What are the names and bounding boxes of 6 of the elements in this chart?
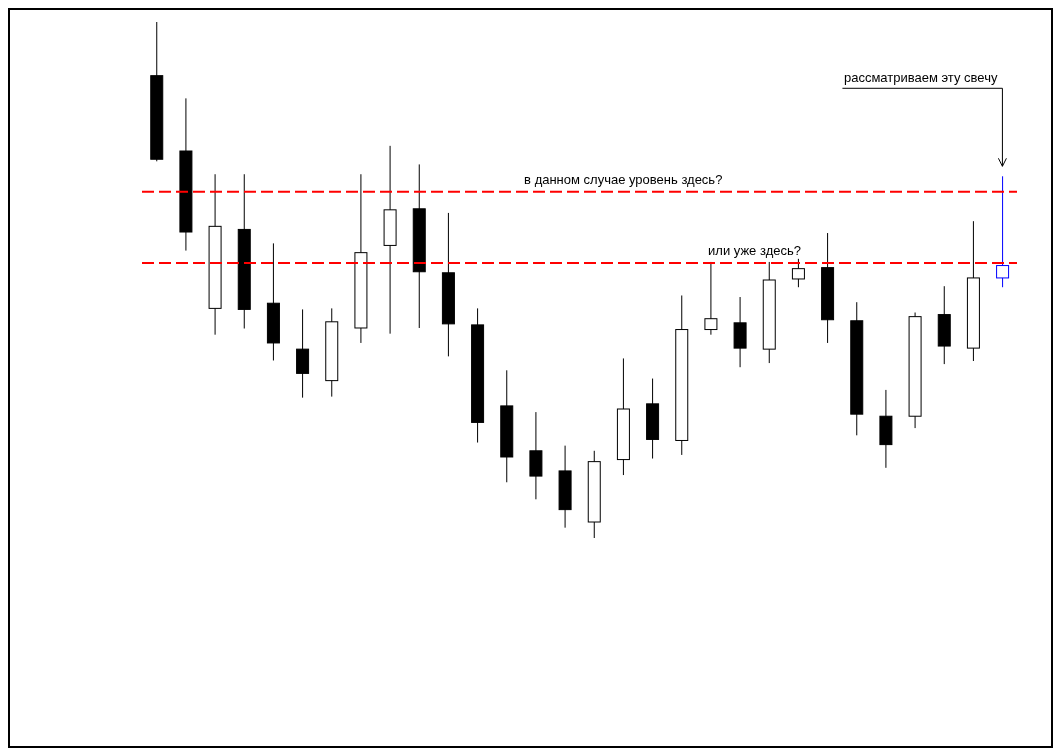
- candlestick: [704, 261, 718, 336]
- candlestick: [996, 175, 1010, 288]
- annotation: рассматриваем эту свечу: [843, 70, 998, 86]
- candlestick: [791, 258, 805, 288]
- ref-line-label: или уже здесь?: [708, 242, 801, 258]
- ref-line-label: в данном случае уровень здесь?: [524, 171, 723, 187]
